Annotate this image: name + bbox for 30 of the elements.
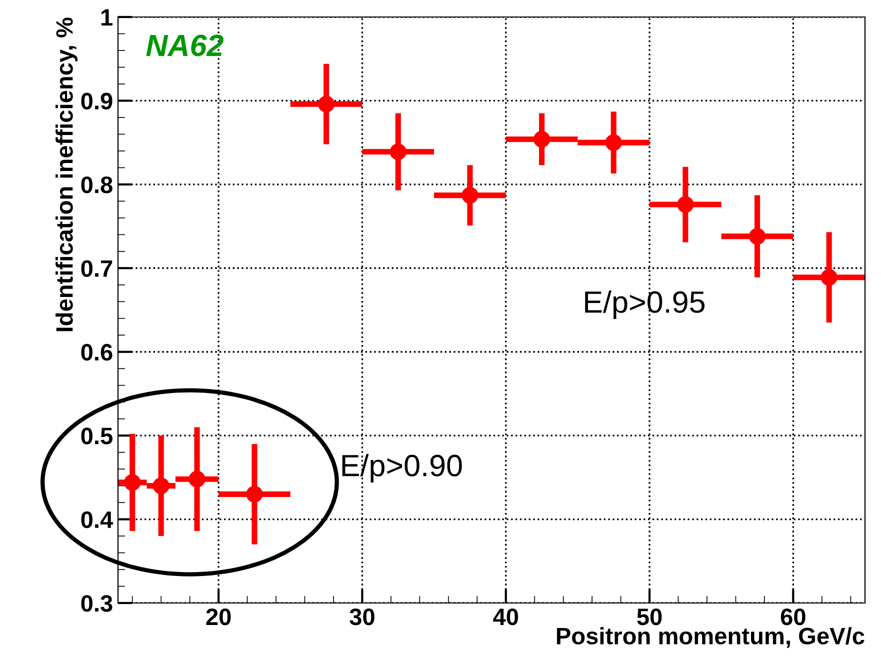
point xyxy=(677,196,694,213)
point xyxy=(462,186,478,204)
point xyxy=(188,470,206,488)
point xyxy=(152,477,170,494)
annotation: E/p>0.95 xyxy=(585,290,705,319)
y-axis-title: Identification inefficiency, % xyxy=(56,18,78,332)
y-tick-label: 0.3 xyxy=(81,595,112,612)
point xyxy=(748,228,766,245)
point xyxy=(820,269,838,286)
point xyxy=(246,486,263,503)
y-tick-label: 0.6 xyxy=(81,344,112,361)
y-tick-label: 0.8 xyxy=(81,176,112,194)
y-tick-label: 0.4 xyxy=(81,511,114,528)
x-tick-label: 20 xyxy=(206,608,231,626)
point xyxy=(124,474,141,491)
x-tick-label: 60 xyxy=(780,608,806,626)
y-tick-label: 0.5 xyxy=(81,428,112,444)
annotation: E/p>0.90 xyxy=(342,454,462,482)
annotation: NA62 xyxy=(146,34,224,56)
y-tick-label: 1 xyxy=(101,9,112,26)
y-tick-label: 0.7 xyxy=(81,260,112,277)
y-tick-label: 0.9 xyxy=(81,92,112,110)
x-axis-title: Positron momentum, GeV/c xyxy=(556,627,864,648)
x-tick-label: 40 xyxy=(493,608,518,626)
x-tick-label: 50 xyxy=(637,608,662,626)
point xyxy=(390,143,406,160)
point xyxy=(318,96,335,112)
point xyxy=(533,130,550,148)
point xyxy=(605,134,622,151)
x-tick-label: 30 xyxy=(350,608,374,626)
